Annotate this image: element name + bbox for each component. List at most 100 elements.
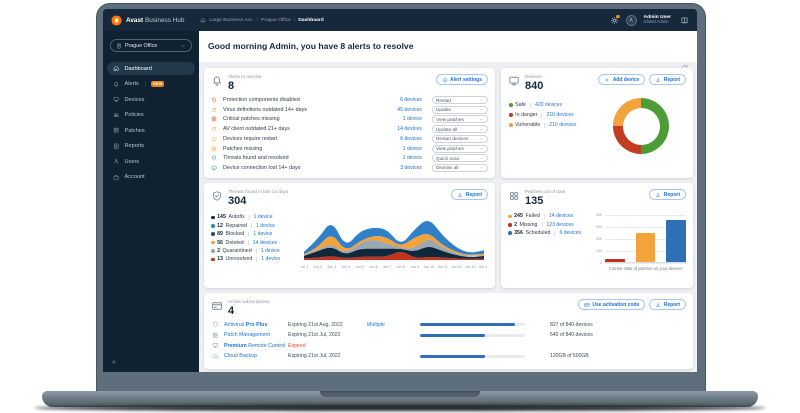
y-tick-label: 400 (596, 213, 602, 218)
subscription-usage: 120GB of 500GB (550, 353, 589, 360)
alert-action-dropdown[interactable]: Quick scan (432, 154, 488, 163)
sidebar-item-users[interactable]: Users | (107, 155, 195, 168)
alert-action-dropdown[interactable]: Update all (432, 125, 488, 134)
main-content: Good morning Admin, you have 8 alerts to… (199, 31, 697, 372)
new-badge: NEW (151, 81, 165, 87)
subscription-name-link[interactable]: Patch Management (224, 332, 270, 339)
subscription-name-link[interactable]: Antivirus Pro Plus (224, 321, 268, 328)
alert-devices-link[interactable]: 6 devices (400, 97, 422, 104)
chevron-down-icon (479, 146, 484, 151)
legend-dot (211, 215, 215, 220)
svg-text:Jun 12: Jun 12 (451, 265, 462, 269)
alert-action-dropdown[interactable]: Update (432, 105, 488, 114)
legend-devices-link[interactable]: 1 device (256, 222, 275, 229)
legend-devices-link[interactable]: 420 devices (535, 102, 563, 109)
home-icon (113, 65, 120, 72)
legend-devices-link[interactable]: 210 devices (546, 112, 574, 119)
alert-devices-link[interactable]: 1 device (402, 145, 422, 152)
devices-card: Devices 840 Add device Report (501, 68, 693, 178)
subscription-usage: 827 of 840 devices (550, 321, 593, 328)
legend-dot (509, 113, 513, 118)
threats-card-label: Threats found in last 14 days (228, 189, 289, 194)
alert-settings-button[interactable]: Alert settings (435, 74, 488, 85)
monitor-icon (508, 75, 520, 87)
chevron-down-icon (479, 117, 484, 122)
alert-devices-link[interactable]: 14 devices (397, 126, 422, 133)
download-icon (457, 192, 463, 198)
multiple-link[interactable]: Multiple (367, 321, 385, 328)
subscription-name-link[interactable]: Cloud Backup (224, 353, 257, 360)
bell-icon (442, 77, 448, 83)
sidebar-item-dashboard[interactable]: Dashboard | (107, 62, 195, 75)
brand-text: Avast Business Hub (126, 16, 185, 24)
patches-card: Patches out of date 135 Report 245 Faile… (501, 183, 693, 288)
user-menu[interactable]: Admin User Global Admin (644, 15, 671, 25)
alerts-card-label: Alerts to resolve (228, 74, 262, 79)
subscriptions-report-button[interactable]: Report (649, 299, 686, 310)
legend-dot (211, 232, 215, 237)
progress-bar (420, 354, 525, 358)
alert-row: Patches missing 1 device View patches (211, 144, 488, 154)
patches-report-button[interactable]: Report (649, 189, 686, 200)
settings-gear-button[interactable] (610, 14, 620, 25)
legend-dot (211, 249, 215, 253)
sidebar-item-policies[interactable]: Policies | (107, 109, 195, 122)
home-icon (200, 17, 206, 23)
patches-icon (211, 146, 217, 152)
y-tick-label: 0 (600, 261, 602, 266)
alert-devices-link[interactable]: 45 devices (397, 106, 422, 113)
laptop-frame: Avast Business Hub Large Business Acc. /… (96, 3, 706, 392)
subscriptions-card: Active subscriptions 4 Use activation co… (204, 293, 693, 369)
sidebar-item-patches[interactable]: Patches | (107, 124, 195, 137)
legend-devices-link[interactable]: 14 devices (548, 213, 574, 220)
use-activation-code-button[interactable]: Use activation code (577, 299, 646, 310)
subscription-name-link[interactable]: Premium Remote Control (224, 342, 286, 349)
legend-dot (211, 240, 215, 245)
breadcrumb-item-current: Dashboard (298, 17, 324, 23)
alert-devices-link[interactable]: 3 devices (400, 164, 422, 171)
help-book-icon[interactable] (680, 16, 689, 25)
laptop-base (42, 391, 758, 407)
alert-row: Threats found and resolved 1 device Quic… (211, 153, 488, 163)
sidebar-item-account[interactable]: Account | (107, 171, 195, 184)
alert-label: AV client outdated 21+ days (223, 126, 290, 133)
alert-action-dropdown[interactable]: Restart devices (432, 134, 488, 143)
legend-devices-link[interactable]: 6 devices (559, 230, 582, 237)
alert-devices-link[interactable]: 1 device (402, 116, 422, 123)
alert-devices-link[interactable]: 6 devices (400, 135, 422, 142)
add-device-button[interactable]: Add device (598, 74, 646, 85)
legend-devices-link[interactable]: 1 device (260, 248, 280, 255)
devices-report-button[interactable]: Report (649, 74, 686, 85)
org-selector[interactable]: Prague Office (110, 39, 192, 52)
breadcrumb-item-account[interactable]: Large Business Acc. (209, 17, 254, 23)
sidebar-item-reports[interactable]: Reports | (107, 140, 195, 153)
sidebar-item-alerts[interactable]: Alerts | NEW (107, 78, 195, 91)
svg-text:Jun 14: Jun 14 (479, 265, 487, 269)
svg-text:Jun 10: Jun 10 (423, 265, 434, 269)
alert-label: Devices require restart (223, 135, 278, 142)
subscription-expiry: Expiring 21st Jul, 2022 (288, 332, 341, 339)
alert-action-dropdown[interactable]: Restart (432, 96, 488, 105)
legend-devices-link[interactable]: 1 device (261, 256, 281, 263)
legend-devices-link[interactable]: 14 devices (252, 239, 278, 246)
alert-action-dropdown[interactable]: View patches (432, 115, 488, 124)
user-role: Global Admin (643, 19, 669, 25)
alert-devices-link[interactable]: 1 device (402, 155, 422, 162)
plus-icon (604, 77, 610, 83)
legend-devices-link[interactable]: 210 devices (549, 122, 577, 129)
breadcrumb-item-site[interactable]: Prague Office (261, 17, 291, 23)
subscription-row: Premium Remote Control Expired (212, 340, 685, 351)
legend-devices-link[interactable]: 1 device (253, 214, 273, 221)
sidebar-collapse-button[interactable]: « (112, 359, 116, 366)
subscription-row: Patch Management Expiring 21st Jul, 2022… (212, 330, 685, 341)
download-icon (655, 302, 661, 308)
alert-action-dropdown[interactable]: Dismiss all (432, 163, 488, 172)
legend-devices-link[interactable]: 123 devices (546, 221, 574, 228)
avatar[interactable] (625, 14, 637, 26)
threats-report-button[interactable]: Report (451, 189, 488, 200)
alert-action-dropdown[interactable]: View patches (432, 144, 488, 153)
legend-devices-link[interactable]: 1 device (253, 231, 273, 238)
breadcrumb-separator: / (256, 17, 259, 23)
legend-item: 2 Quarantined 1 device (211, 247, 301, 255)
sidebar-item-devices[interactable]: Devices | (107, 93, 195, 106)
